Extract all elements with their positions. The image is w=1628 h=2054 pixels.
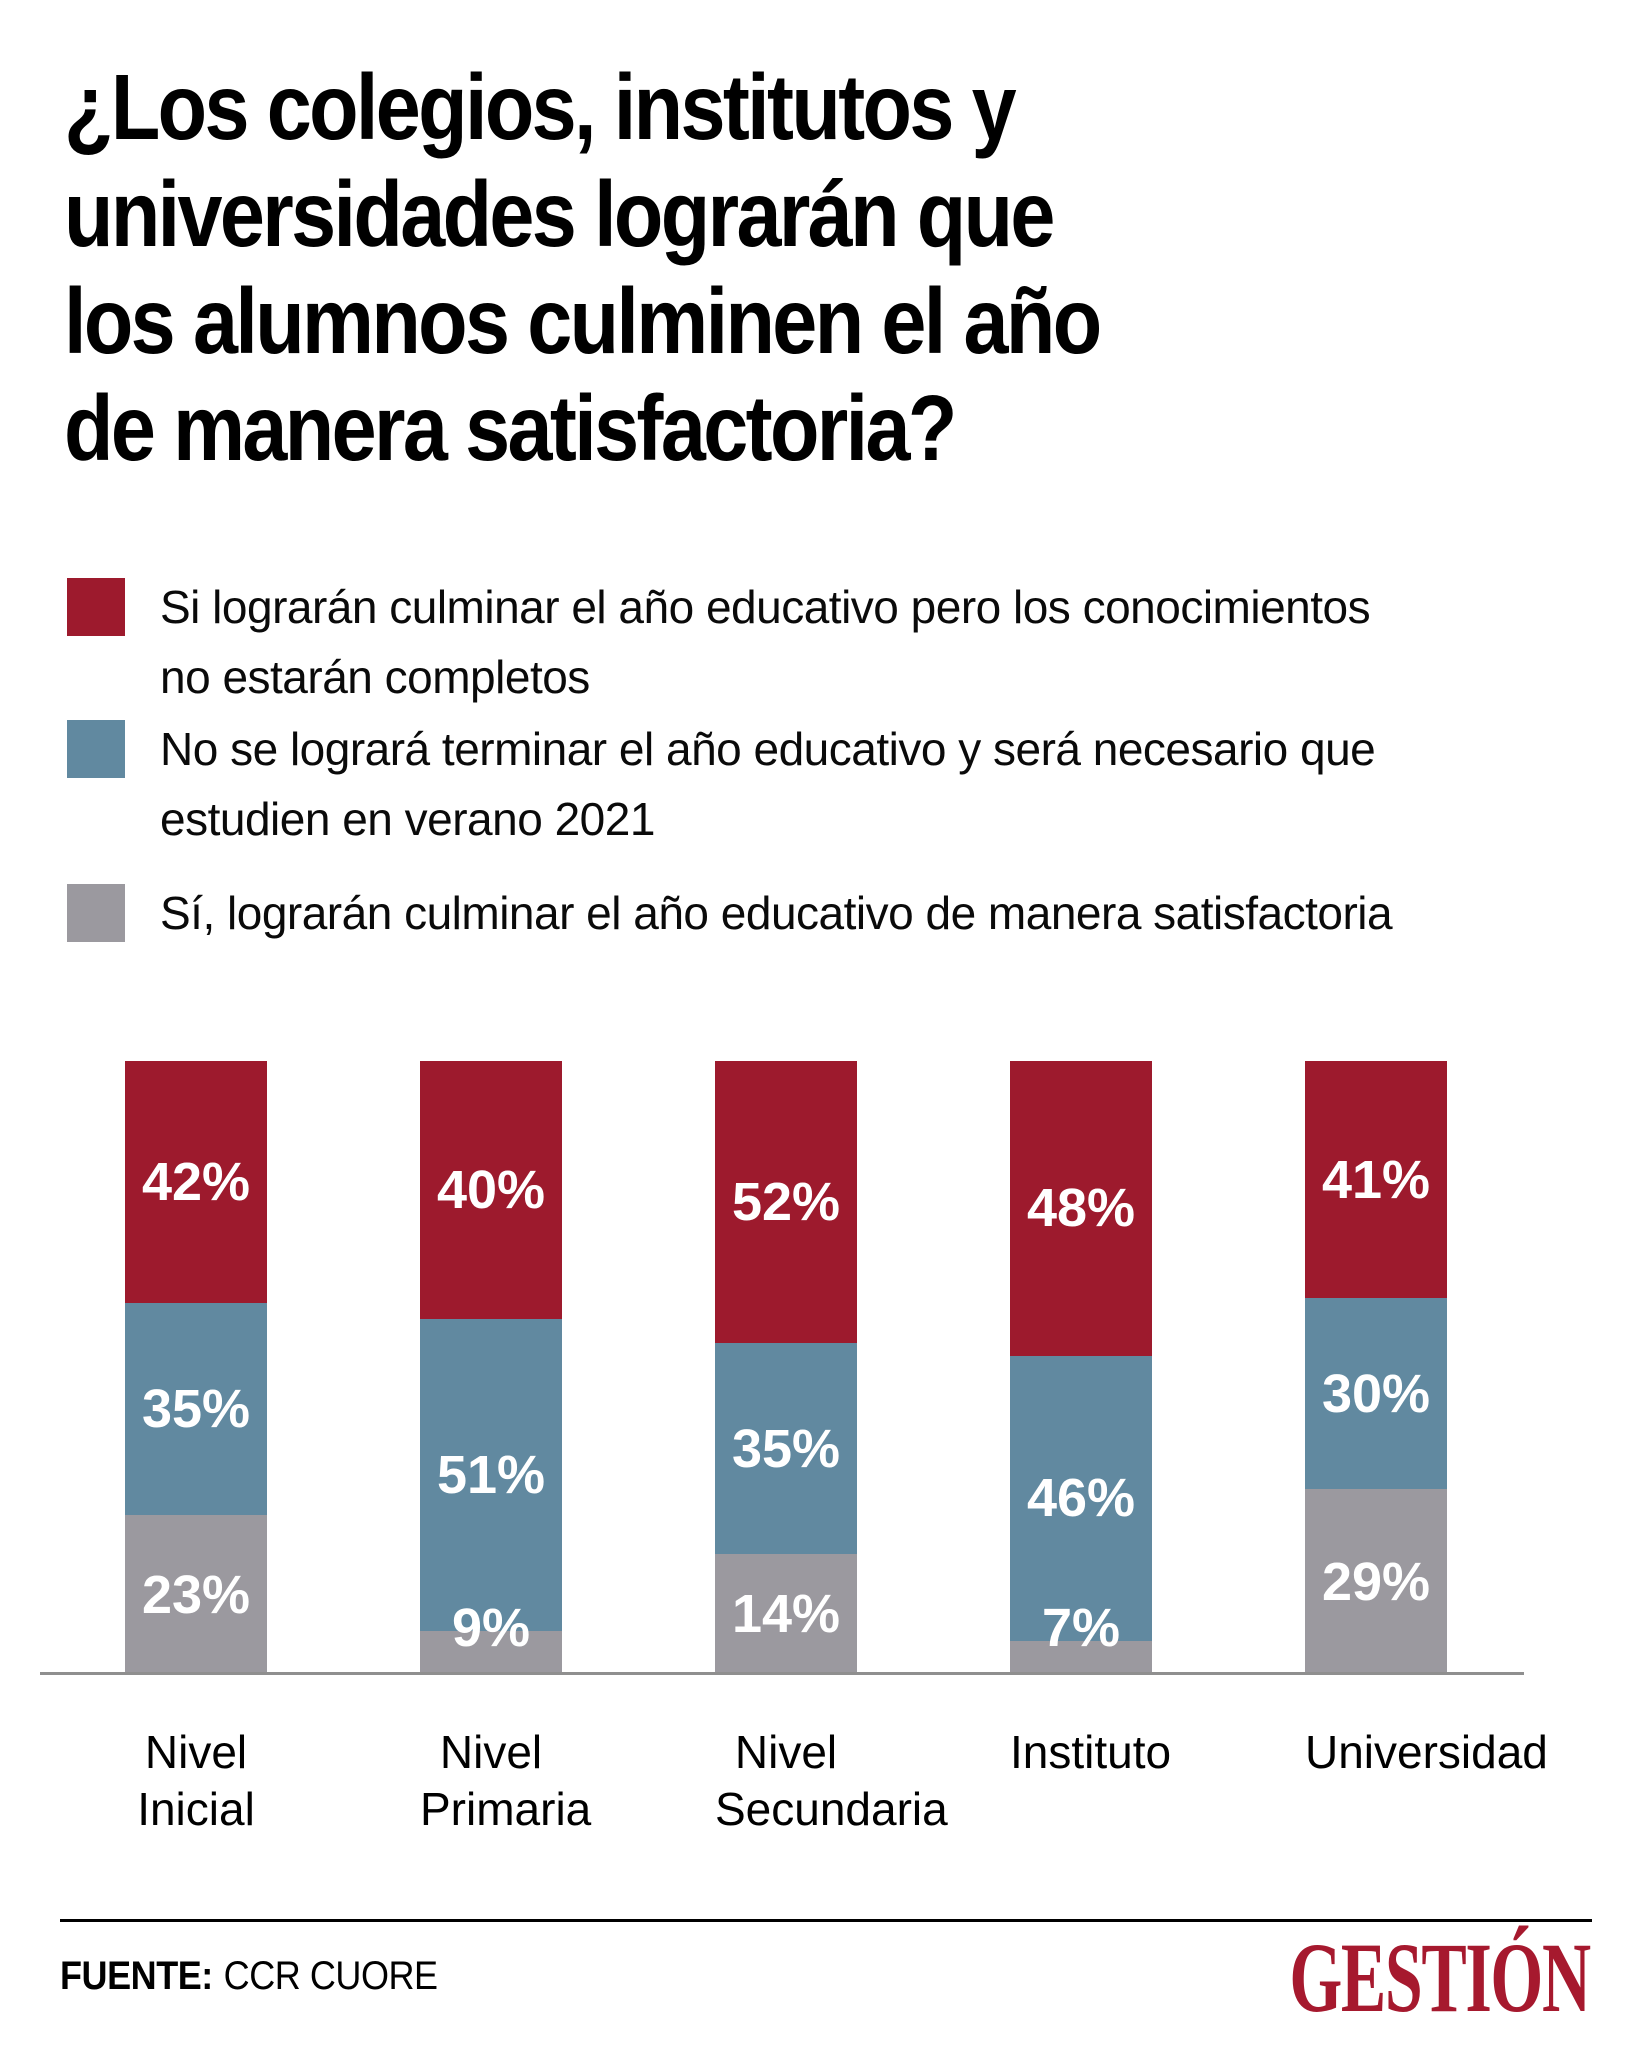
category-label: Universidad: [1305, 1726, 1548, 1778]
bar-segment: 7%: [1010, 1598, 1152, 1675]
bar-segment: 14%: [715, 1553, 857, 1675]
stacked-bar: 42% 35% 23%: [125, 1061, 267, 1675]
segment-value-label: 23%: [141, 1564, 251, 1625]
stacked-bar: 48% 46% 7%: [1010, 1061, 1152, 1675]
legend-label-line: estudien en verano 2021: [160, 793, 655, 845]
segment-value-label: 14%: [731, 1584, 841, 1645]
bar-segment: 41%: [1305, 1061, 1447, 1299]
title-line: los alumnos culminen el año: [64, 269, 1102, 373]
segment-value-label: 41%: [1321, 1149, 1431, 1210]
legend-label: Si lograrán culminar el año educativo pe…: [160, 572, 1371, 712]
segment-value-label: 30%: [1321, 1363, 1431, 1424]
legend-item-gray: Sí, lograrán culminar el año educativo d…: [67, 878, 1393, 948]
x-axis-line: [40, 1672, 1524, 1675]
bar-segment: 40%: [420, 1061, 562, 1319]
legend-label-line: no estarán completos: [160, 651, 590, 703]
title-line: de manera satisfactoria?: [64, 376, 957, 480]
category-label: Nivel Secundaria: [715, 1726, 948, 1835]
gestion-logo: GESTIÓN: [1289, 1922, 1592, 2033]
legend-label: No se logrará terminar el año educativo …: [160, 714, 1376, 854]
bar-segment: 35%: [715, 1343, 857, 1554]
blue-swatch-icon: [67, 720, 125, 778]
legend-item-blue: No se logrará terminar el año educativo …: [67, 714, 1376, 854]
bar-segment: 46%: [1010, 1355, 1152, 1642]
bar-segment: 42%: [125, 1061, 267, 1303]
segment-value-label: 51%: [436, 1444, 546, 1505]
source-label: FUENTE:: [60, 1954, 213, 1998]
title-line: universidades lograrán que: [64, 162, 1055, 266]
segment-value-label: 29%: [1321, 1551, 1431, 1612]
category-label: Nivel Inicial: [137, 1726, 255, 1835]
footer-divider: [60, 1919, 1592, 1922]
segment-value-label: 35%: [731, 1418, 841, 1479]
red-swatch-icon: [67, 578, 125, 636]
segment-value-label: 42%: [141, 1151, 251, 1212]
source-value: CCR CUORE: [223, 1954, 438, 1998]
segment-value-label: 40%: [436, 1160, 546, 1220]
category-label: Nivel Primaria: [420, 1726, 592, 1835]
segment-value-label: 35%: [141, 1378, 251, 1439]
legend-label-line: Si lograrán culminar el año educativo pe…: [160, 581, 1371, 633]
category-label: Instituto: [1010, 1726, 1172, 1778]
stacked-bar: 41% 30% 29%: [1305, 1061, 1447, 1676]
stacked-bar: 40% 51% 9%: [420, 1061, 562, 1675]
legend-item-red: Si lograrán culminar el año educativo pe…: [67, 572, 1371, 712]
segment-value-label: 48%: [1026, 1178, 1136, 1239]
bar-segment: 29%: [1305, 1488, 1447, 1676]
bar-segment: 51%: [420, 1319, 562, 1631]
bar-segment: 9%: [420, 1598, 562, 1675]
source-credit: FUENTE: CCR CUORE: [60, 1954, 438, 1999]
legend-label: Sí, lograrán culminar el año educativo d…: [160, 878, 1393, 948]
category-labels-row: Nivel Inicial Nivel Primaria Nivel Secunda…: [125, 1724, 1548, 1838]
bar-segment: 48%: [1010, 1061, 1152, 1356]
legend-label-line: No se logrará terminar el año educativo …: [160, 723, 1376, 775]
bar-segment: 52%: [715, 1061, 857, 1344]
segment-value-label: 46%: [1026, 1468, 1136, 1529]
stacked-bar: 52% 35% 14%: [715, 1061, 857, 1675]
page-title: ¿Los colegios, institutos y universidade…: [64, 54, 1102, 482]
segment-value-label: 52%: [731, 1172, 841, 1233]
segment-value-label: 7%: [1041, 1598, 1121, 1658]
gray-swatch-icon: [67, 884, 125, 942]
bar-segment: 30%: [1305, 1298, 1447, 1489]
segment-value-label: 9%: [451, 1598, 531, 1658]
bar-segment: 35%: [125, 1302, 267, 1515]
bar-segment: 23%: [125, 1514, 267, 1675]
title-line: ¿Los colegios, institutos y: [64, 55, 1017, 159]
bars-row: 42% 35% 23% 40% 51% 9% 52% 35% 14% 48% 46% 7% 41% 30%…: [125, 1061, 1447, 1676]
legend-label-line: Sí, lograrán culminar el año educativo d…: [160, 887, 1393, 939]
